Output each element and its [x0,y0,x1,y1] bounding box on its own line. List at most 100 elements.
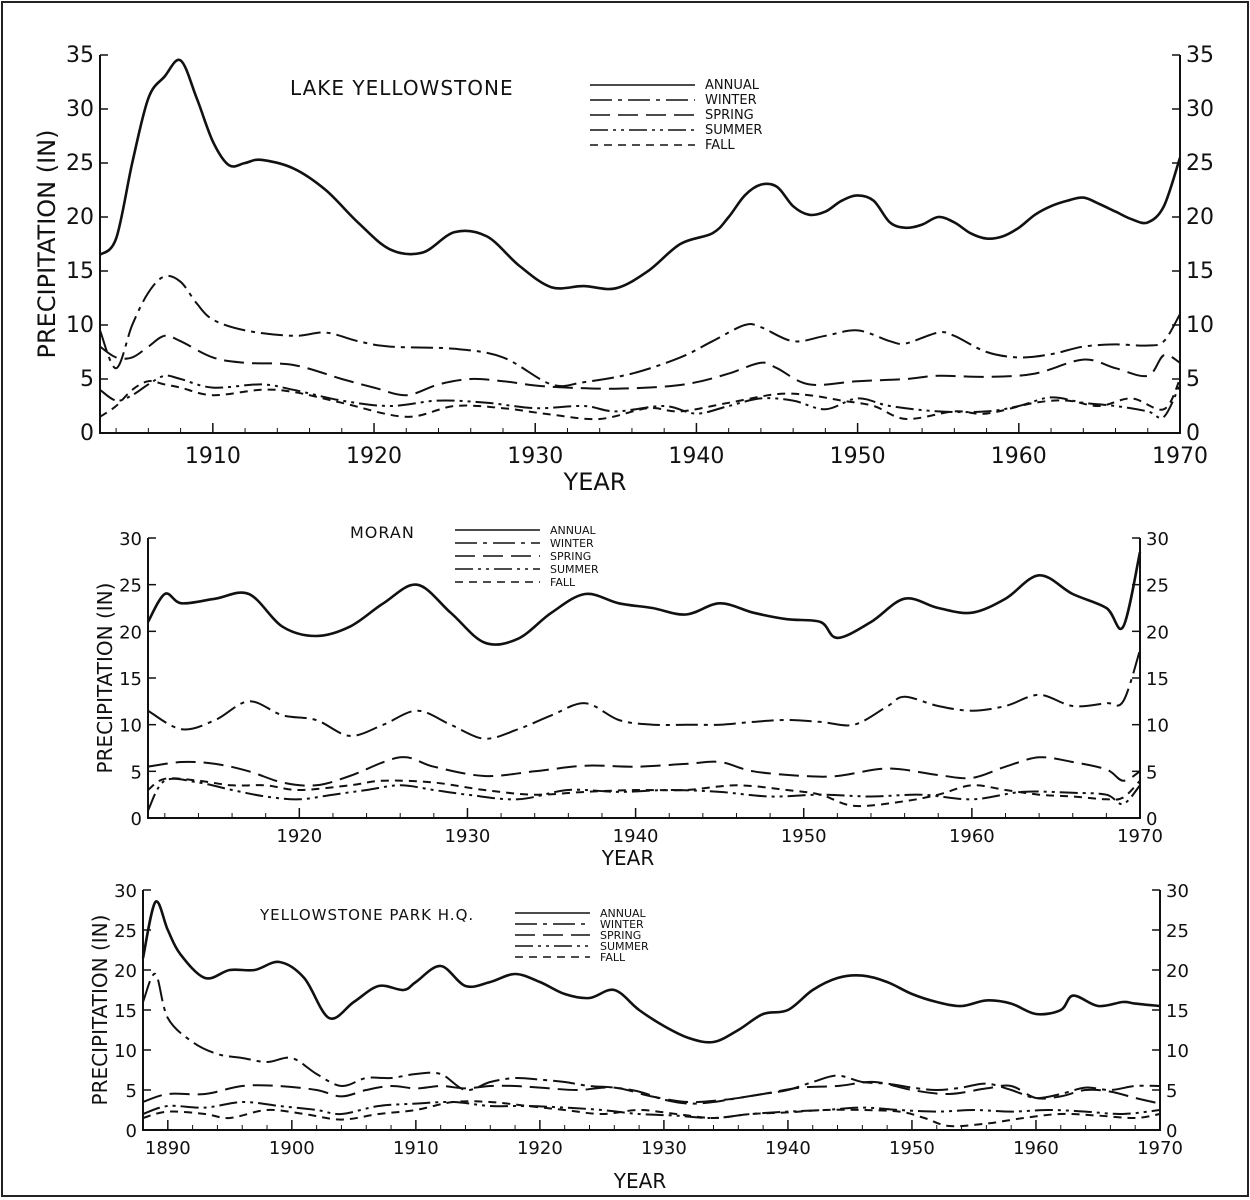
series-line [147,777,1141,808]
x-tick-label: 1960 [1013,1138,1059,1159]
chart-title: MORAN [350,523,415,542]
x-tick-label: 1930 [507,444,563,469]
charts-layer: 0 0 5 5 10 10 15 15 20 20 25 25 30 30 35 35 1910 1920 1930… [33,43,1214,1193]
series-line [142,1080,1161,1105]
y-tick-label-right: 10 [1146,716,1169,737]
y-tick-label-right: 25 [1166,921,1189,942]
y-tick-label-left: 15 [119,669,142,690]
chart-title: YELLOWSTONE PARK H.Q. [259,906,474,924]
x-tick-label: 1960 [991,444,1047,469]
legend-label: ANNUAL [600,907,647,920]
y-tick-label-right: 0 [1166,1121,1177,1142]
series-line [99,334,1181,397]
x-tick-label: 1970 [1152,444,1208,469]
y-tick-label-left: 30 [66,97,94,122]
y-tick-label-left: 5 [126,1081,137,1102]
legend-label: SPRING [600,929,641,942]
y-tick-label-right: 0 [1146,809,1157,830]
x-tick-label: 1900 [269,1138,315,1159]
y-tick-label-left: 10 [114,1041,137,1062]
series-line [99,374,1181,420]
legend-label: FALL [600,951,626,964]
y-tick-label-left: 30 [114,881,137,902]
x-tick-label: 1950 [889,1138,935,1159]
y-tick-label-left: 15 [114,1001,137,1022]
x-tick-label: 1970 [1137,1138,1183,1159]
y-tick-label-right: 35 [1186,43,1214,68]
x-tick-label: 1920 [346,444,402,469]
y-tick-label-right: 25 [1186,151,1214,176]
y-tick-label-left: 10 [119,716,142,737]
y-tick-label-left: 25 [119,576,142,597]
legend-label: ANNUAL [550,524,597,537]
y-tick-label-right: 15 [1166,1001,1189,1022]
x-tick-label: 1920 [276,826,322,847]
y-tick-label-left: 5 [131,762,142,783]
y-tick-label-right: 15 [1186,259,1214,284]
y-tick-label-left: 15 [66,259,94,284]
y-tick-label-left: 30 [119,529,142,550]
y-tick-label-right: 15 [1146,669,1169,690]
legend-label: SUMMER [705,123,762,138]
y-tick-label-right: 30 [1146,529,1169,550]
x-tick-label: 1940 [765,1138,811,1159]
x-tick-label: 1950 [781,826,827,847]
y-tick-label-right: 20 [1146,622,1169,643]
legend-label: SPRING [705,108,754,123]
y-tick-label-right: 0 [1186,421,1200,446]
y-tick-label-left: 25 [114,921,137,942]
axes-frame [147,538,1141,819]
y-tick-label-right: 30 [1166,881,1189,902]
y-tick-label-left: 0 [126,1121,137,1142]
x-tick-label: 1930 [641,1138,687,1159]
y-tick-label-right: 5 [1166,1081,1177,1102]
y-tick-label-left: 10 [66,313,94,338]
legend-label: WINTER [600,918,644,931]
x-tick-label: 1960 [949,826,995,847]
y-tick-label-left: 20 [66,205,94,230]
x-tick-label: 1920 [517,1138,563,1159]
series-line [141,900,1161,1044]
y-tick-label-left: 0 [80,421,94,446]
axes-frame [142,890,1161,1131]
series-line [146,551,1142,646]
x-tick-label: 1940 [668,444,724,469]
y-axis-label: PRECIPITATION (IN) [88,915,112,1106]
x-tick-label: 1950 [830,444,886,469]
y-tick-label-left: 25 [66,151,94,176]
y-tick-label-left: 0 [131,809,142,830]
x-axis-label: YEAR [601,846,655,870]
chart-3: 0 0 5 5 10 10 15 15 20 20 25 25 30 30 1890 1900 1910 1920… [88,881,1189,1193]
y-axis-label: PRECIPITATION (IN) [33,129,61,358]
x-axis-label: YEAR [613,1169,667,1193]
axes-frame [99,55,1181,434]
x-tick-label: 1910 [185,444,241,469]
x-tick-label: 1910 [393,1138,439,1159]
y-tick-label-right: 30 [1186,97,1214,122]
y-tick-label-right: 10 [1186,313,1214,338]
series-line [147,649,1141,740]
y-tick-label-left: 20 [119,622,142,643]
chart-1: 0 0 5 5 10 10 15 15 20 20 25 25 30 30 35 35 1910 1920 1930… [33,43,1214,496]
y-tick-label-left: 20 [114,961,137,982]
legend-label: FALL [705,138,735,153]
legend-label: ANNUAL [705,78,760,93]
series-line [142,972,1161,1105]
chart-title: LAKE YELLOWSTONE [290,76,514,100]
legend-label: WINTER [550,537,594,550]
y-tick-label-right: 5 [1146,762,1157,783]
y-axis-label: PRECIPITATION (IN) [93,583,117,774]
series-line [147,777,1141,811]
y-tick-label-right: 25 [1146,576,1169,597]
x-tick-label: 1970 [1117,826,1163,847]
series-line [142,1100,1161,1128]
series-line [142,1100,1161,1120]
legend-label: SPRING [550,550,591,563]
y-tick-label-right: 20 [1186,205,1214,230]
y-tick-label-right: 10 [1166,1041,1189,1062]
legend-label: SUMMER [600,940,649,953]
x-tick-label: 1930 [445,826,491,847]
legend-label: WINTER [705,93,757,108]
